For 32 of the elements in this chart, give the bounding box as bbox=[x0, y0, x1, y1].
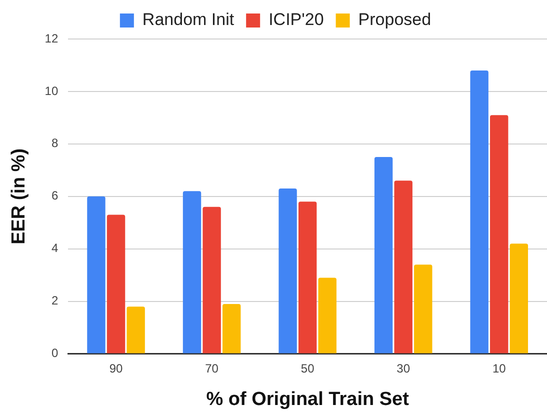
bar bbox=[374, 157, 393, 354]
x-tick-label: 10 bbox=[492, 361, 506, 376]
y-tick-label: 10 bbox=[44, 84, 58, 98]
bar bbox=[318, 278, 336, 354]
bar bbox=[202, 206, 221, 354]
y-tick-label: 0 bbox=[51, 346, 58, 360]
bar bbox=[414, 264, 432, 354]
x-tick-label: 30 bbox=[396, 361, 410, 376]
x-tick-label: 50 bbox=[300, 361, 315, 376]
x-tick-label: 90 bbox=[109, 361, 124, 376]
y-tick-label: 12 bbox=[44, 31, 58, 46]
bar bbox=[87, 196, 106, 354]
bar bbox=[182, 191, 202, 354]
x-axis-title: % of Original Train Set bbox=[206, 388, 410, 410]
legend-label: ICIP'20 bbox=[268, 10, 324, 30]
y-axis-title: EER (in %) bbox=[8, 148, 30, 244]
bar bbox=[126, 306, 145, 354]
x-tick-label: 70 bbox=[205, 361, 219, 376]
bar bbox=[298, 202, 317, 354]
legend-label: Random Init bbox=[142, 10, 234, 30]
y-tick-label: 4 bbox=[51, 241, 58, 256]
bar bbox=[106, 214, 126, 354]
bar bbox=[490, 115, 508, 354]
legend-label: Proposed bbox=[358, 10, 432, 30]
bar bbox=[278, 188, 297, 354]
bar bbox=[510, 244, 528, 354]
y-tick-label: 2 bbox=[51, 294, 58, 308]
bar bbox=[470, 70, 488, 354]
y-tick-label: 8 bbox=[51, 136, 58, 150]
bar bbox=[394, 180, 412, 354]
bar bbox=[222, 304, 241, 354]
y-tick-label: 6 bbox=[51, 188, 58, 203]
